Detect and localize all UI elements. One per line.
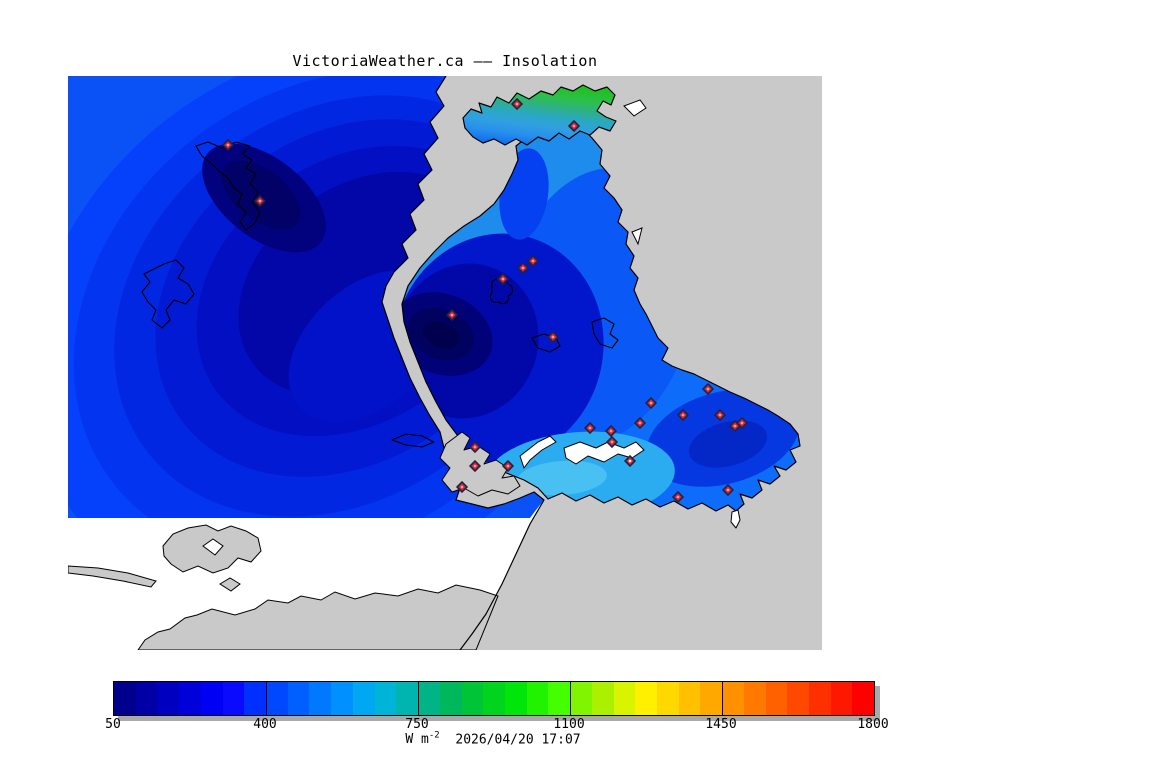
water-mask bbox=[67, 500, 544, 651]
station-marker bbox=[567, 119, 581, 133]
colorbar-swatch bbox=[722, 682, 744, 715]
colorbar-swatch bbox=[678, 682, 701, 715]
colorbar-tick-labels: 50 400 750 1100 1450 1800 bbox=[105, 717, 888, 733]
colorbar-units-datetime: W m-2 2026/04/20 17:07 bbox=[113, 731, 873, 747]
coastline bbox=[381, 75, 801, 651]
colorbar-swatch bbox=[244, 682, 267, 715]
inlet-east bbox=[563, 441, 645, 465]
islet-outline bbox=[219, 577, 241, 592]
station-marker bbox=[671, 490, 685, 504]
colorbar bbox=[113, 681, 875, 716]
colorbar-swatch bbox=[852, 682, 875, 715]
offshore-islets bbox=[623, 99, 647, 246]
colorbar-swatch bbox=[352, 682, 375, 715]
harbour-pocket bbox=[439, 431, 741, 529]
colorbar-swatch bbox=[439, 682, 462, 715]
colorbar-swatch bbox=[331, 682, 353, 715]
north-peninsula bbox=[462, 84, 617, 146]
colorbar-swatch bbox=[157, 682, 180, 715]
colorbar-tick-label: 50 bbox=[105, 717, 121, 732]
colorbar-swatch bbox=[635, 682, 657, 715]
insolation-map bbox=[67, 75, 822, 651]
map-canvas bbox=[67, 75, 822, 651]
spit-outline bbox=[67, 565, 157, 588]
colorbar-swatch bbox=[830, 682, 853, 715]
station-marker bbox=[735, 416, 749, 430]
station-marker bbox=[221, 138, 235, 152]
colorbar-swatch bbox=[396, 682, 419, 715]
colorbar-tick-line bbox=[418, 682, 419, 715]
colorbar-swatch bbox=[809, 682, 831, 715]
station-marker bbox=[253, 194, 267, 208]
station-marker bbox=[445, 308, 459, 322]
colorbar-swatch bbox=[135, 682, 158, 715]
colorbar-tick-line bbox=[722, 682, 723, 715]
station-marker bbox=[510, 97, 524, 111]
station-marker bbox=[721, 483, 735, 497]
station-marker bbox=[633, 416, 647, 430]
station-marker bbox=[644, 396, 658, 410]
station-marker bbox=[546, 330, 560, 344]
map-title: VictoriaWeather.ca —— Insolation bbox=[292, 52, 598, 70]
colorbar-swatch bbox=[526, 682, 549, 715]
station-marker bbox=[501, 459, 515, 473]
station-marker bbox=[701, 382, 715, 396]
islet-south bbox=[730, 509, 741, 529]
colorbar-swatch bbox=[591, 682, 614, 715]
colorbar-tick-label: 1450 bbox=[705, 717, 737, 732]
colorbar-swatch bbox=[656, 682, 679, 715]
colorbar-tick-line bbox=[570, 682, 571, 715]
pocket-peninsula bbox=[439, 431, 521, 497]
station-marker bbox=[468, 459, 482, 473]
station-marker bbox=[455, 480, 469, 494]
colorbar-swatch bbox=[418, 682, 440, 715]
island-outline bbox=[162, 524, 262, 574]
colorbar-tick-label: 400 bbox=[253, 717, 277, 732]
station-marker bbox=[583, 421, 597, 435]
colorbar-swatch bbox=[548, 682, 571, 715]
station-marker bbox=[496, 272, 510, 286]
colorbar-swatch bbox=[504, 682, 527, 715]
station-markers bbox=[221, 97, 749, 504]
island-outlines bbox=[141, 141, 619, 448]
station-marker bbox=[676, 408, 690, 422]
station-marker bbox=[526, 254, 540, 268]
colorbar-tick-label: 750 bbox=[405, 717, 429, 732]
station-marker bbox=[713, 408, 727, 422]
colorbar-swatch bbox=[700, 682, 723, 715]
colorbar-swatch bbox=[483, 682, 505, 715]
colorbar-swatch bbox=[787, 682, 809, 715]
colorbar-swatch bbox=[461, 682, 484, 715]
station-marker bbox=[605, 435, 619, 449]
colorbar-swatch bbox=[222, 682, 245, 715]
colorbar-swatch bbox=[200, 682, 223, 715]
colorbar-tick-label: 1800 bbox=[857, 717, 889, 732]
units-label: W m-2 bbox=[405, 731, 440, 748]
colorbar-tick-label: 1100 bbox=[553, 717, 585, 732]
colorbar-swatch bbox=[374, 682, 397, 715]
station-marker bbox=[468, 440, 482, 454]
colorbar-swatch bbox=[613, 682, 636, 715]
colorbar-tick-line bbox=[266, 682, 267, 715]
mainland-coast bbox=[137, 584, 499, 651]
colorbar-swatch bbox=[309, 682, 332, 715]
colorbar-swatch bbox=[570, 682, 592, 715]
colorbar-swatch bbox=[743, 682, 766, 715]
colorbar-swatch bbox=[287, 682, 310, 715]
station-marker bbox=[516, 261, 530, 275]
colorbar-swatch bbox=[765, 682, 788, 715]
inlet-west bbox=[519, 435, 557, 469]
datetime-label: 2026/04/20 17:07 bbox=[455, 732, 581, 748]
colorbar-swatch bbox=[114, 682, 136, 715]
colorbar-swatch bbox=[266, 682, 288, 715]
colorbar-swatch bbox=[179, 682, 201, 715]
station-marker bbox=[623, 454, 637, 468]
station-marker bbox=[604, 424, 618, 438]
